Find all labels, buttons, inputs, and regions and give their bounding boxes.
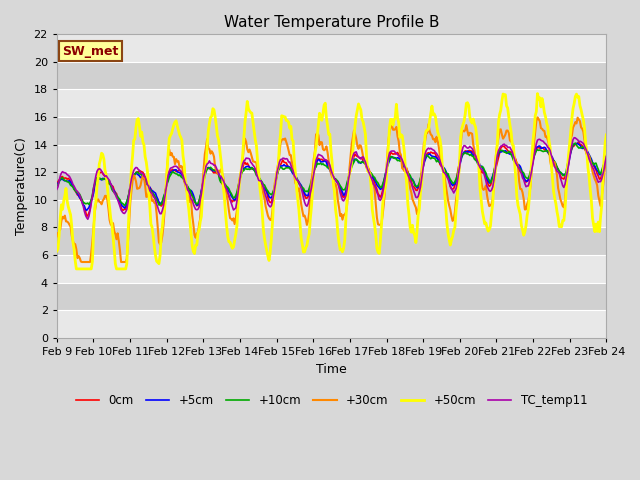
0cm [286,164,294,170]
+5cm [458,154,466,160]
+10cm [553,165,561,170]
0cm [575,139,582,145]
+5cm [362,160,369,166]
0cm [83,214,90,219]
X-axis label: Time: Time [316,362,347,375]
+30cm [225,208,233,214]
+5cm [286,165,294,170]
+30cm [362,160,369,166]
+10cm [362,161,369,167]
TC_temp11 [286,159,294,165]
Line: TC_temp11: TC_temp11 [57,138,606,219]
TC_temp11 [602,154,610,159]
0cm [225,193,233,199]
TC_temp11 [84,216,92,222]
+50cm [286,125,294,131]
TC_temp11 [362,159,369,165]
Line: +10cm: +10cm [57,143,606,206]
+30cm [78,259,86,265]
+5cm [225,189,233,194]
TC_temp11 [553,168,561,174]
+10cm [602,155,610,161]
Text: SW_met: SW_met [62,45,118,58]
+50cm [458,126,466,132]
+10cm [286,166,294,171]
+5cm [574,141,582,146]
+30cm [388,122,396,128]
+30cm [53,230,61,236]
0cm [458,153,466,158]
Y-axis label: Temperature(C): Temperature(C) [15,137,28,235]
+10cm [53,183,61,189]
+5cm [602,153,610,158]
+50cm [388,117,396,122]
+50cm [53,248,61,254]
TC_temp11 [53,186,61,192]
0cm [602,156,610,161]
0cm [553,164,561,170]
+50cm [225,239,233,245]
TC_temp11 [458,149,466,155]
+10cm [388,154,396,160]
TC_temp11 [225,192,233,198]
Bar [57,117,606,144]
Line: +5cm: +5cm [57,144,606,210]
+30cm [602,153,610,158]
Legend: 0cm, +5cm, +10cm, +30cm, +50cm, TC_temp11: 0cm, +5cm, +10cm, +30cm, +50cm, TC_temp1… [71,390,592,412]
+30cm [286,152,294,158]
Line: 0cm: 0cm [57,142,606,216]
+10cm [458,153,466,159]
+5cm [388,154,396,159]
+30cm [458,130,466,135]
TC_temp11 [570,135,578,141]
0cm [362,161,369,167]
Line: +30cm: +30cm [57,118,606,262]
+50cm [362,132,369,137]
+5cm [83,207,90,213]
Bar [57,283,606,311]
TC_temp11 [388,148,396,154]
Line: +50cm: +50cm [57,94,606,269]
0cm [388,150,396,156]
+50cm [554,215,562,220]
+5cm [553,165,561,170]
+10cm [572,140,579,146]
+30cm [554,185,562,191]
Bar [57,228,606,255]
+10cm [225,186,233,192]
Bar [57,61,606,89]
+50cm [72,266,80,272]
+10cm [121,203,129,209]
0cm [53,180,61,186]
Title: Water Temperature Profile B: Water Temperature Profile B [224,15,439,30]
+5cm [53,181,61,187]
+50cm [534,91,541,96]
+50cm [602,132,610,138]
Bar [57,172,606,200]
+30cm [534,115,541,120]
